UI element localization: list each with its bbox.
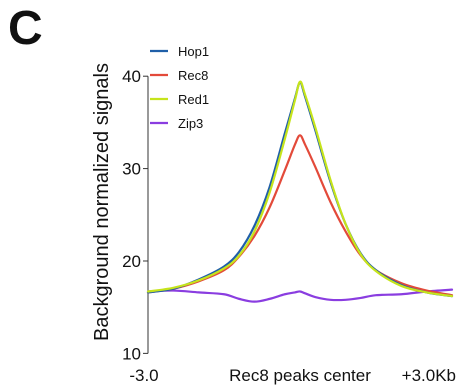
x-axis-label: Rec8 peaks center	[229, 366, 371, 385]
y-tick-label: 40	[122, 67, 141, 86]
series-line-rec8	[146, 134, 454, 297]
x-tick-label: -3.0	[129, 366, 158, 385]
series-line-red1	[146, 80, 454, 298]
legend-label-red1: Red1	[178, 92, 209, 107]
legend-label-hop1: Hop1	[178, 44, 209, 59]
series-line-hop1	[146, 81, 454, 298]
y-tick-label: 30	[122, 160, 141, 179]
chart-legend: Hop1 Rec8 Red1 Zip3	[150, 44, 209, 131]
legend-label-rec8: Rec8	[178, 68, 208, 83]
y-axis-label: Background normalized signals	[91, 63, 113, 341]
chart-lines	[146, 80, 454, 303]
chart-ticks: 10 20 30 40 -3.0 Rec8 peaks center +3.0Kb	[122, 67, 456, 385]
y-tick-label: 10	[122, 344, 141, 363]
legend-label-zip3: Zip3	[178, 116, 203, 131]
y-tick-label: 20	[122, 252, 141, 271]
series-line-zip3	[146, 288, 454, 303]
panel-label: C	[8, 2, 43, 55]
x-tick-label: +3.0Kb	[402, 366, 456, 385]
